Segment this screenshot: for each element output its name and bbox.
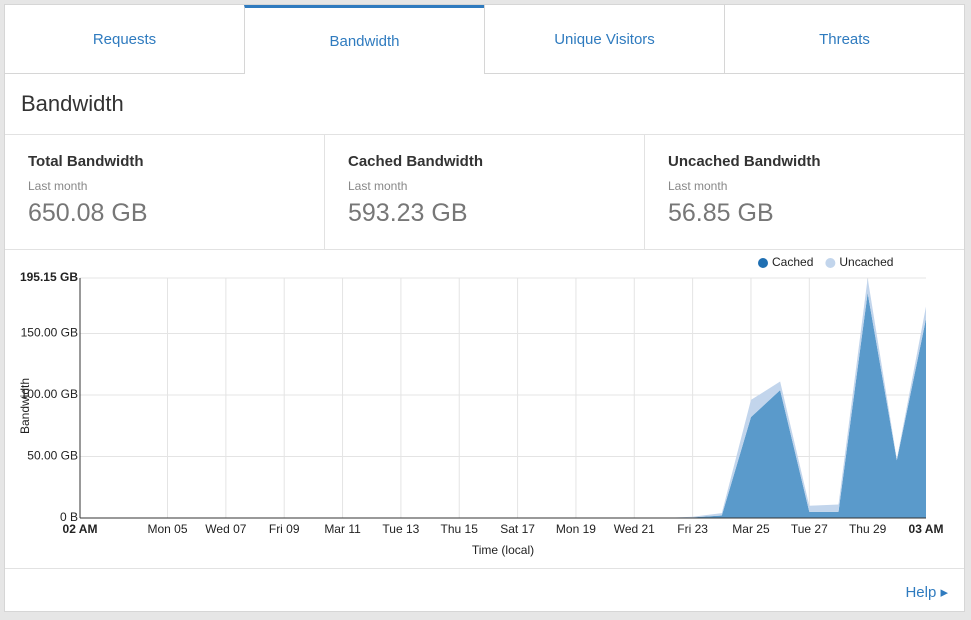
- y-axis-label: Bandwidth: [18, 378, 32, 434]
- x-tick-label: Mon 05: [148, 522, 188, 536]
- help-link[interactable]: Help ▸: [905, 584, 948, 601]
- stat-title: Cached Bandwidth: [348, 153, 484, 170]
- area: [80, 292, 926, 518]
- x-tick-label: Wed 21: [614, 522, 655, 536]
- stat-value: 593.23 GB: [348, 199, 468, 227]
- x-tick-label: Fri 23: [677, 522, 708, 536]
- x-tick-label: Tue 27: [791, 522, 828, 536]
- panel: Requests Bandwidth Unique Visitors Threa…: [4, 4, 965, 612]
- x-tick-label: Fri 09: [269, 522, 300, 536]
- divider: [5, 568, 964, 569]
- x-tick-label: Thu 29: [849, 522, 887, 536]
- help-text[interactable]: Help: [905, 584, 937, 601]
- x-tick-label: Mar 11: [324, 522, 361, 536]
- stat: Uncached Bandwidth Last month 56.85 GB: [644, 135, 964, 249]
- legend-marker: [825, 258, 836, 268]
- x-tick-label: Thu 15: [441, 522, 479, 536]
- tabs: Requests Bandwidth Unique Visitors Threa…: [5, 5, 964, 74]
- stat-period: Last month: [28, 179, 88, 193]
- x-tick-label: 03 AM: [909, 522, 944, 536]
- stat: Cached Bandwidth Last month 593.23 GB: [324, 135, 644, 249]
- x-tick-label: Sat 17: [500, 522, 535, 536]
- stats: Total Bandwidth Last month 650.08 GB Cache…: [5, 135, 964, 250]
- stat-value: 56.85 GB: [668, 199, 774, 227]
- x-tick-label: Mon 19: [556, 522, 596, 536]
- x-tick-label: Mar 25: [732, 522, 770, 536]
- legend-label: Uncached: [839, 255, 893, 269]
- x-tick-label: Tue 13: [382, 522, 419, 536]
- stat-title: Uncached Bandwidth: [668, 153, 821, 170]
- stat-title: Total Bandwidth: [28, 153, 144, 170]
- tab[interactable]: Unique Visitors: [484, 5, 724, 74]
- stat-period: Last month: [348, 179, 408, 193]
- legend-marker: [758, 258, 768, 268]
- y-tick-label: 150.00 GB: [21, 326, 78, 340]
- x-tick-label: 02 AM: [63, 522, 98, 536]
- x-tick-label: Wed 07: [205, 522, 246, 536]
- area: [80, 278, 926, 518]
- tab-active[interactable]: Bandwidth: [244, 5, 484, 74]
- section-title: Bandwidth: [5, 74, 964, 135]
- y-tick-label: 195.15 GB: [20, 270, 78, 284]
- stat-period: Last month: [668, 179, 728, 193]
- y-tick-label: 0 B: [60, 510, 78, 524]
- x-axis-label: Time (local): [472, 543, 534, 557]
- legend-label: Cached: [772, 255, 813, 269]
- stat-value: 650.08 GB: [28, 199, 148, 227]
- stat: Total Bandwidth Last month 650.08 GB: [5, 135, 324, 249]
- y-tick-label: 100.00 GB: [21, 387, 78, 401]
- tab[interactable]: Threats: [724, 5, 964, 74]
- y-tick-label: 50.00 GB: [27, 449, 78, 463]
- tab[interactable]: Requests: [5, 5, 244, 74]
